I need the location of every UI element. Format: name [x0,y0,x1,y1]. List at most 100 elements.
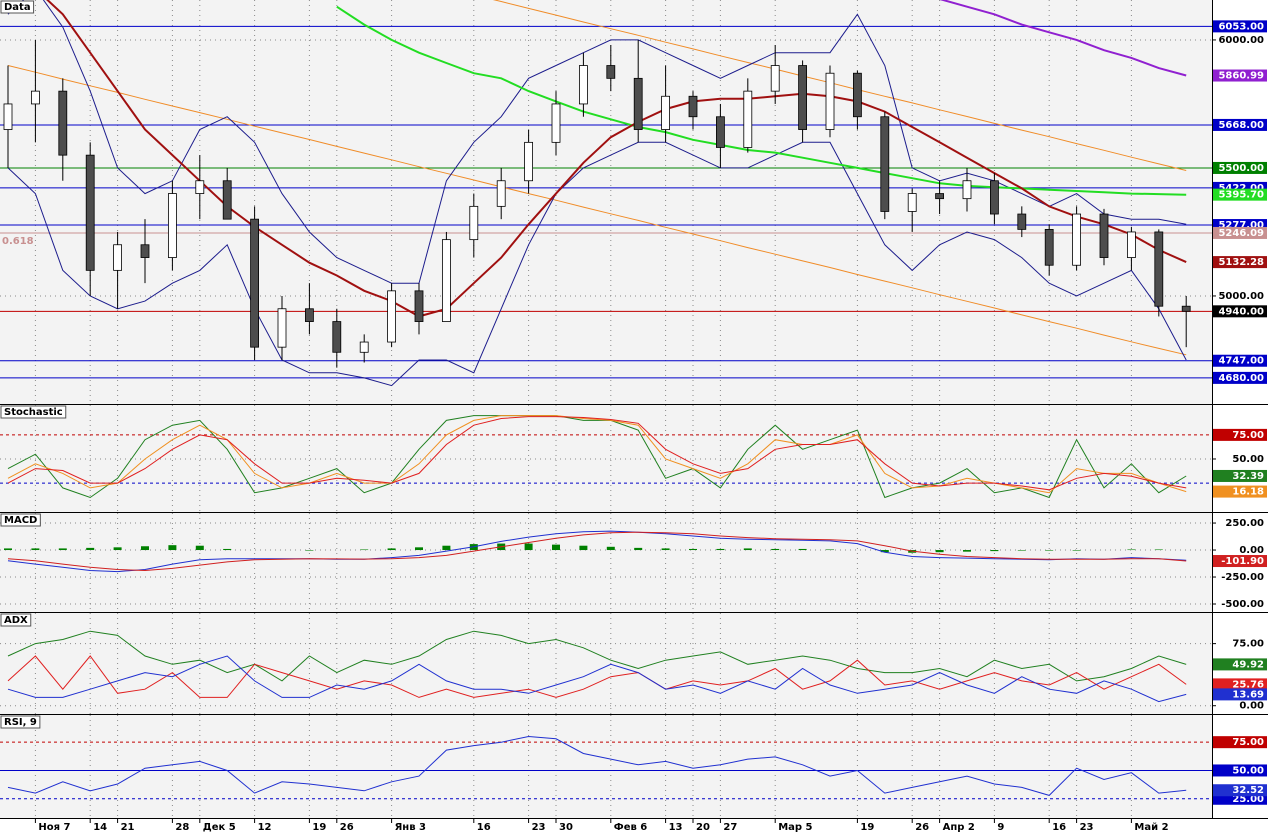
histogram-bar [387,548,396,551]
candle-body [661,95,670,130]
x-tick-label: 21 [121,822,135,833]
x-tick-label: Мар 5 [778,822,812,833]
plot-area: 0.618 [0,0,1212,404]
histogram-bar [223,548,232,551]
value-box-label: 4940.00 [1218,306,1264,317]
plot-area [0,405,1212,512]
candle-body [1017,213,1027,230]
candle-body [770,65,780,92]
candle-body [990,180,999,215]
series-line [7,655,1187,703]
candle-body [798,65,807,130]
candle-body [113,244,122,271]
candle-body [825,72,835,130]
histogram-bar [31,548,40,551]
level-note: 0.618 [2,236,34,247]
value-box-label: 75.00 [1232,737,1264,748]
value-box [1213,658,1267,671]
histogram-bar [442,545,451,551]
x-tick-label: 19 [312,822,326,833]
candle-body [1044,228,1054,266]
candle-body [524,141,533,182]
x-tick-label: 26 [340,822,354,833]
x-tick-label: 20 [696,822,710,833]
panel-title-box [0,715,41,729]
candle-body [688,95,698,118]
series-line [336,5,1187,196]
value-box [1213,688,1267,701]
value-box [1213,764,1267,777]
candle-body [1099,213,1109,258]
candle-body [277,308,287,348]
value-box [1213,485,1267,498]
histogram-bar [661,548,670,551]
histogram-bar [86,547,95,551]
candle-body [743,90,753,148]
series-line [7,531,1187,572]
y-tick-label: 75.00 [1232,639,1264,650]
candle-body [441,239,451,322]
y-tick-label: 50.00 [1232,454,1264,465]
x-tick-label: 13 [669,822,683,833]
histogram-bar [415,547,423,551]
histogram-bar [552,544,560,551]
histogram-bar [990,550,999,552]
value-box [1213,118,1267,131]
value-box-label: 5395.70 [1218,190,1264,201]
candle-body [1127,231,1136,258]
candle-body [1072,213,1081,266]
x-tick-label: Янв 3 [395,822,426,833]
value-box [1213,555,1267,568]
panel-title: RSI, 9 [4,717,37,728]
value-box-label: 25.76 [1232,679,1264,690]
histogram-bar [689,548,697,551]
histogram-bar [168,545,177,551]
plot-area [0,513,1212,612]
value-box [1213,305,1267,318]
histogram-bar [1127,549,1136,551]
value-box-label: 32.52 [1232,785,1264,796]
series-line [939,0,1187,77]
value-box [1213,371,1267,384]
candle-body [606,65,616,79]
series-line [7,416,1187,491]
candle-body [1154,231,1164,307]
x-tick-label: 23 [1080,822,1094,833]
candle-body [250,218,260,348]
candle-body [387,290,397,343]
candle-body [58,90,68,156]
histogram-bar [1045,550,1054,551]
value-box-label: -101.90 [1221,556,1264,567]
x-tick-label: Ноя 7 [38,822,70,833]
candle-body [140,244,150,258]
histogram-bar [1017,550,1026,551]
x-tick-label: 19 [860,822,874,833]
candle-body [935,193,944,200]
candle-body [579,65,588,105]
series-line [7,65,1187,356]
panel-background [0,0,1212,404]
y-tick-label: 250.00 [1225,518,1264,529]
value-axis: 250.00 0.00 -250.00 -500.00 -101.90 [1212,518,1267,610]
value-box [1213,256,1267,269]
value-box-label: 4747.00 [1218,356,1264,367]
plot-area [0,613,1212,714]
histogram-bar [935,550,944,553]
x-tick-label: 16 [477,822,491,833]
candle-body [551,103,561,143]
y-tick-label: 0.00 [1239,701,1264,712]
candle-body [633,77,643,130]
y-tick-label: 6000.00 [1218,35,1264,46]
x-tick-label: 23 [532,822,546,833]
x-tick-label: 30 [559,822,573,833]
histogram-bar [743,548,752,551]
histogram-bar [141,546,149,551]
value-box-label: 75.00 [1232,430,1264,441]
histogram-bar [58,548,67,551]
value-box [1213,226,1267,239]
histogram-bar [1072,550,1081,551]
histogram-bar [579,545,588,551]
value-axis: 50.00 75.00 32.39 16.18 [1212,428,1267,498]
